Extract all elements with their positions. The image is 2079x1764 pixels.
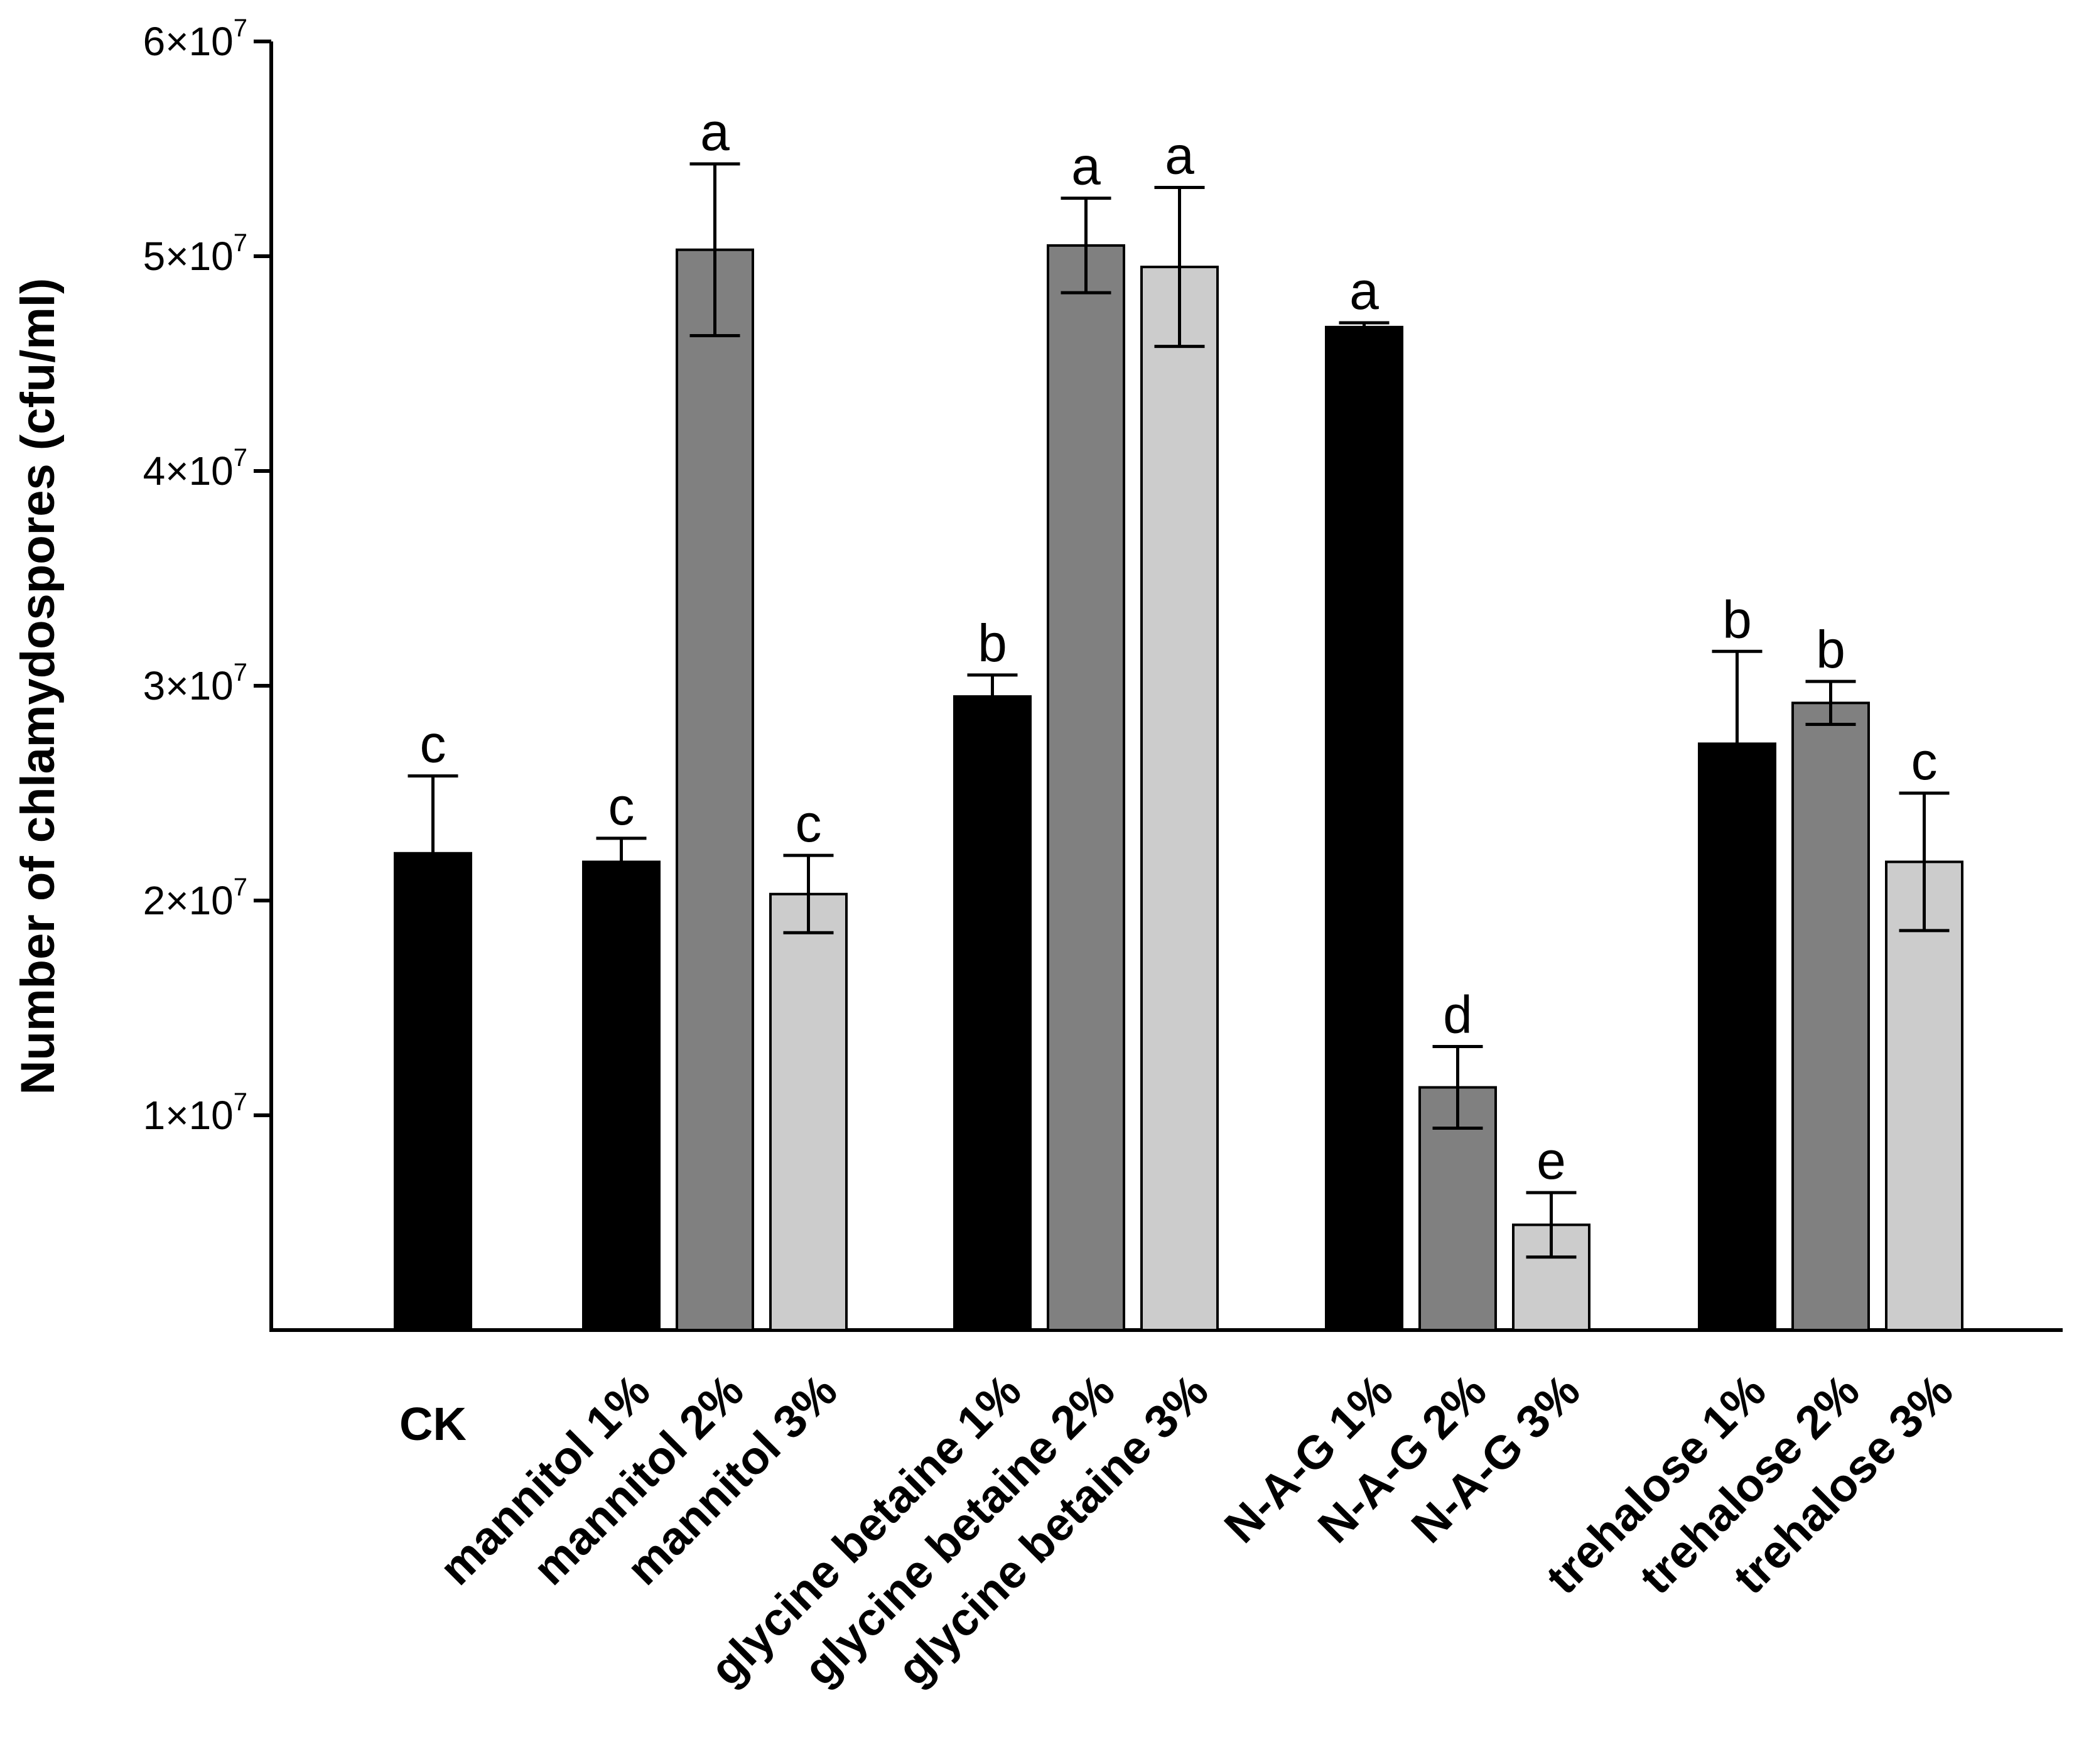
bar (1791, 701, 1870, 1331)
bar (1325, 325, 1403, 1331)
significance-letter: b (978, 614, 1007, 673)
y-tick-label: 6×107 (143, 14, 247, 64)
significance-letter: c (1911, 732, 1938, 791)
significance-letter: a (1071, 137, 1101, 196)
y-tick-label: 5×107 (143, 229, 247, 279)
bar (769, 892, 848, 1331)
significance-letter: b (1816, 620, 1845, 679)
significance-letter: c (796, 794, 822, 853)
y-tick-mantissa: 5×10 (143, 234, 234, 279)
y-tick-mantissa: 6×10 (143, 19, 234, 64)
y-tick-label: 3×107 (143, 659, 247, 708)
y-tick-label: 1×107 (143, 1088, 247, 1138)
y-tick-label: 4×107 (143, 444, 247, 494)
bar (1698, 742, 1776, 1331)
y-tick-mantissa: 1×10 (143, 1093, 234, 1138)
y-tick-exponent: 7 (234, 14, 247, 42)
y-tick-exponent: 7 (234, 229, 247, 257)
significance-letter: d (1443, 985, 1472, 1044)
significance-letter: e (1536, 1131, 1566, 1190)
significance-letter: b (1722, 590, 1752, 649)
significance-letter: a (1165, 126, 1194, 185)
bar (676, 248, 754, 1331)
significance-letter: c (420, 715, 446, 774)
bar (1047, 244, 1125, 1331)
category-label: CK (399, 1398, 467, 1450)
bar (582, 860, 661, 1331)
y-tick-exponent: 7 (234, 444, 247, 472)
bar (953, 695, 1032, 1331)
y-tick-mantissa: 3×10 (143, 663, 234, 708)
bar (1885, 860, 1963, 1331)
y-tick-exponent: 7 (234, 659, 247, 686)
y-tick-exponent: 7 (234, 874, 247, 901)
significance-letter: a (1349, 261, 1379, 320)
bar (1140, 266, 1219, 1332)
bar (394, 852, 472, 1331)
y-tick-exponent: 7 (234, 1088, 247, 1116)
y-tick-mantissa: 4×10 (143, 448, 234, 494)
y-axis-title: Number of chlamydospores (cfu/ml) (11, 278, 65, 1095)
y-tick-mantissa: 2×10 (143, 878, 234, 923)
y-tick-label: 2×107 (143, 874, 247, 923)
significance-letter: c (608, 777, 635, 836)
significance-letter: a (700, 102, 730, 161)
bars-layer (394, 162, 1963, 1332)
